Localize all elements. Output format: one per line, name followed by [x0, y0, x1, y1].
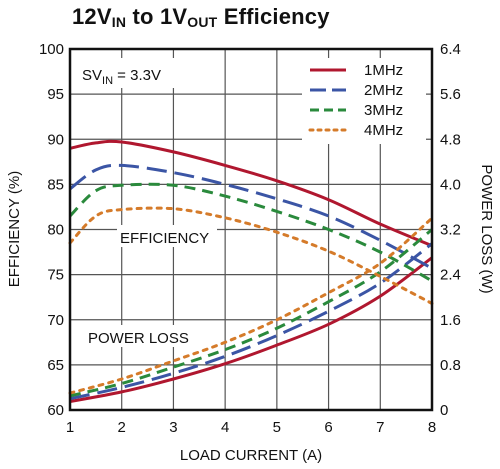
condition-pre: SV — [82, 67, 102, 84]
legend-label-1MHz: 1MHz — [364, 62, 403, 79]
y2-axis-label: POWER LOSS (W) — [478, 164, 495, 293]
condition-post: = 3.3V — [113, 67, 161, 84]
legend-box — [302, 58, 426, 144]
x-tick-label: 6 — [324, 419, 332, 436]
y-tick-label: 100 — [39, 41, 64, 58]
y2-tick-label: 5.6 — [440, 86, 461, 103]
legend: 1MHz 2MHz 3MHz 4MHz — [302, 58, 426, 144]
y-tick-label: 65 — [47, 357, 64, 374]
x-axis-label: LOAD CURRENT (A) — [180, 447, 322, 464]
y-tick-label: 95 — [47, 86, 64, 103]
series-1MHz-power-loss-line — [69, 256, 433, 403]
efficiency-annotation: EFFICIENCY — [120, 230, 209, 247]
title-part-2: to 1V — [126, 4, 188, 29]
plot-frame — [68, 47, 434, 412]
y2-tick-label: 1.6 — [440, 312, 461, 329]
y-tick-label: 75 — [47, 267, 64, 284]
title-sub-out: OUT — [187, 14, 218, 30]
x-tick-label: 4 — [221, 419, 229, 436]
condition-sub: IN — [102, 75, 113, 87]
x-tick-label: 3 — [169, 419, 177, 436]
series-2MHz-efficiency-line — [69, 163, 433, 270]
y-tick-label: 90 — [47, 131, 64, 148]
series-3MHz-efficiency-line — [68, 182, 433, 283]
y2-tick-label: 0 — [440, 402, 448, 419]
series-1MHz-efficiency-line — [69, 139, 433, 248]
power-loss-label-box — [85, 325, 201, 347]
y-tick-label: 60 — [47, 402, 64, 419]
title-part-3: Efficiency — [217, 4, 330, 29]
series-4MHz-efficiency-line — [68, 206, 434, 305]
x-tick-label: 1 — [66, 419, 74, 436]
title-sub-in: IN — [111, 14, 127, 30]
y2-tick-label: 2.4 — [440, 267, 461, 284]
power-loss-annotation: POWER LOSS — [88, 330, 189, 347]
y2-tick-label: 3.2 — [440, 222, 461, 239]
y2-tick-label: 0.8 — [440, 357, 461, 374]
y-tick-label: 80 — [47, 222, 64, 239]
series-2MHz-power-loss-line — [69, 242, 433, 401]
y-tick-label: 70 — [47, 312, 64, 329]
legend-label-3MHz: 3MHz — [364, 102, 403, 119]
efficiency-label-box — [117, 225, 217, 247]
legend-label-4MHz: 4MHz — [364, 122, 403, 139]
title-part-1: 12V — [72, 4, 112, 29]
y-tick-labels: 60 65 70 75 80 85 90 95 100 — [39, 41, 64, 419]
y2-tick-label: 4.0 — [440, 176, 461, 193]
series-4MHz-power-loss-line — [68, 216, 434, 395]
curves — [68, 139, 434, 403]
x-tick-label: 5 — [273, 419, 281, 436]
y-tick-label: 85 — [47, 176, 64, 193]
x-tick-label: 7 — [376, 419, 384, 436]
condition-box — [79, 58, 205, 88]
x-tick-label: 2 — [118, 419, 126, 436]
y2-tick-label: 4.8 — [440, 131, 461, 148]
y2-tick-label: 6.4 — [440, 41, 461, 58]
y2-tick-labels: 0 0.8 1.6 2.4 3.2 4.0 4.8 5.6 6.4 — [440, 41, 461, 419]
x-tick-labels: 1 2 3 4 5 6 7 8 — [66, 419, 436, 436]
series-3MHz-power-loss-line — [69, 228, 433, 398]
condition-label: SVIN = 3.3V — [82, 67, 161, 87]
y-axis-label: EFFICIENCY (%) — [6, 171, 23, 287]
chart-title: 12VIN to 1VOUT Efficiency — [72, 4, 330, 30]
legend-label-2MHz: 2MHz — [364, 82, 403, 99]
x-tick-label: 8 — [428, 419, 436, 436]
